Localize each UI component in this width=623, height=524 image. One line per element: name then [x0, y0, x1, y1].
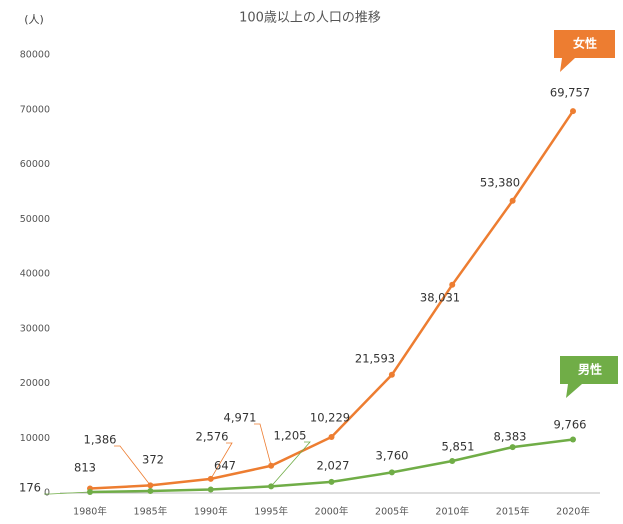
- y-tick-label: 60000: [20, 159, 50, 170]
- point: [449, 281, 456, 288]
- leader-line: [114, 445, 151, 486]
- point: [509, 197, 516, 204]
- x-tick-label: 1995年: [254, 506, 288, 518]
- data-label: 813: [74, 461, 96, 475]
- data-label: 176: [19, 481, 41, 495]
- x-tick-label: 2005年: [375, 506, 409, 518]
- data-label: 1,386: [84, 433, 117, 447]
- legend-label: 男性: [578, 362, 602, 377]
- x-tick-label: 1990年: [194, 506, 228, 518]
- point: [388, 371, 395, 378]
- data-label: 2,576: [196, 430, 229, 444]
- y-tick-label: 40000: [20, 269, 50, 280]
- y-tick-label: 70000: [20, 104, 50, 115]
- point: [328, 478, 335, 485]
- legend-callout: [554, 30, 615, 72]
- data-label: 2,027: [317, 459, 350, 473]
- leader-line: [254, 423, 272, 466]
- data-label: 8,383: [494, 430, 527, 444]
- x-tick-label: 1985年: [134, 506, 168, 518]
- point: [449, 457, 456, 464]
- data-label: 9,766: [554, 418, 587, 432]
- point: [570, 108, 576, 115]
- data-label: 4,971: [224, 411, 257, 425]
- y-tick-label: 10000: [20, 433, 50, 444]
- chart-title: 100歳以上の人口の推移: [239, 11, 381, 26]
- data-label: 372: [142, 453, 164, 467]
- data-label: 53,380: [480, 176, 520, 190]
- data-label: 647: [214, 459, 236, 473]
- leader-line: [44, 491, 91, 495]
- x-tick-label: 1980年: [73, 506, 107, 518]
- y-tick-label: 50000: [20, 214, 50, 225]
- y-tick-label: 0: [44, 488, 50, 499]
- y-tick-label: 20000: [20, 378, 50, 389]
- y-axis-label: (人): [24, 13, 44, 26]
- point: [207, 486, 214, 493]
- x-tick-label: 2020年: [556, 506, 590, 518]
- legend-label: 女性: [573, 36, 597, 51]
- data-label: 10,229: [310, 411, 350, 425]
- data-label: 38,031: [420, 291, 460, 305]
- x-tick-label: 2000年: [315, 506, 349, 518]
- x-tick-label: 2010年: [435, 506, 469, 518]
- data-label: 1,205: [274, 429, 307, 443]
- point: [509, 444, 516, 451]
- data-label: 3,760: [376, 449, 409, 463]
- y-tick-label: 30000: [20, 323, 50, 334]
- data-label: 21,593: [355, 352, 395, 366]
- data-label: 5,851: [442, 440, 475, 454]
- point: [388, 469, 395, 476]
- y-tick-label: 80000: [20, 50, 50, 61]
- data-label: 69,757: [550, 86, 590, 100]
- point: [570, 436, 576, 443]
- x-tick-label: 2015年: [496, 506, 530, 518]
- leader-line: [270, 441, 311, 487]
- point: [328, 433, 335, 440]
- leader-line: [210, 442, 233, 480]
- legend-callout: [560, 356, 618, 398]
- point: [147, 487, 154, 494]
